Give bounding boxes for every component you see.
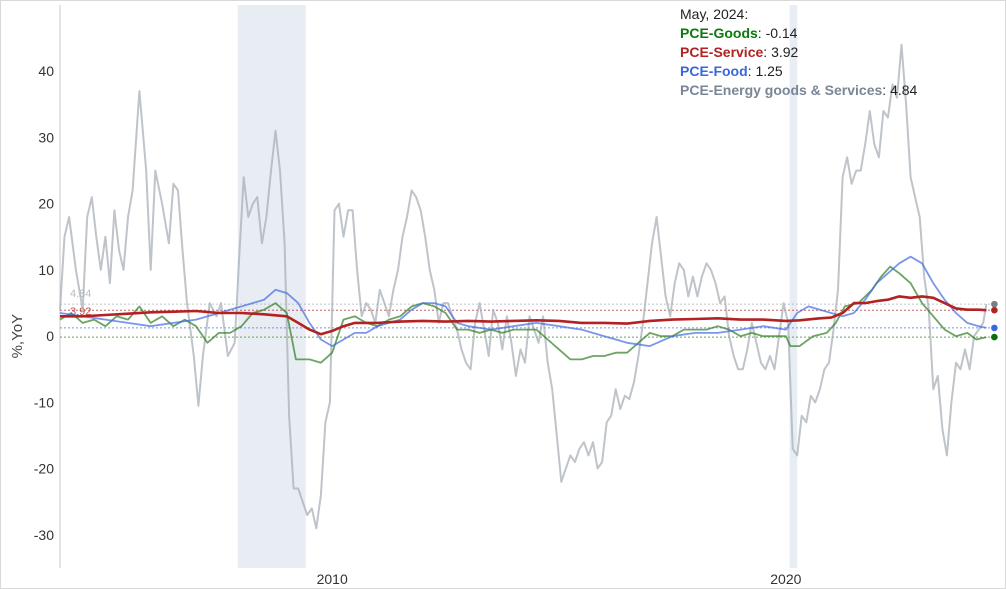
y-tick-label: -30 [34,527,54,543]
recession-band-0 [237,5,306,568]
legend-row-service: PCE-Service: 3.92 [680,44,799,60]
legend-row-food: PCE-Food: 1.25 [680,63,783,79]
series-line-2 [59,255,987,347]
series-line-1 [60,295,987,336]
legend-value-food: 1.25 [755,63,783,79]
x-tick-label: 2010 [317,571,348,587]
legend-value-energy: 4.84 [890,82,918,98]
y-tick-label: 10 [38,262,54,278]
legend-row-energy: PCE-Energy goods & Services: 4.84 [680,82,918,98]
y-tick-label: -20 [34,461,54,477]
end-point-dot-2 [991,324,998,332]
y-axis-label: %,YoY [9,314,26,358]
end-point-dot-1 [991,306,998,314]
y-tick-label: 0 [46,328,54,344]
legend-name-energy: PCE-Energy goods & Services [680,82,883,98]
x-tick-label: 2020 [770,571,801,587]
series-line-0 [59,265,987,364]
chart-legend: May, 2024: PCE-Goods: -0.14 PCE-Service:… [680,5,917,100]
recession-band-1 [789,5,798,568]
legend-row-goods: PCE-Goods: -0.14 [680,25,798,41]
y-tick-label: 40 [38,63,54,79]
legend-date: May, 2024: [680,6,749,22]
legend-name-food: PCE-Food [680,63,748,79]
legend-name-goods: PCE-Goods [680,25,758,41]
y-tick-label: 30 [38,129,54,145]
legend-value-goods: -0.14 [765,25,798,41]
end-point-dot-3 [991,300,998,308]
y-tick-label: -10 [34,394,54,410]
legend-name-service: PCE-Service [680,44,764,60]
end-point-dot-0 [991,333,998,341]
legend-value-service: 3.92 [771,44,799,60]
y-tick-label: 20 [38,196,54,212]
series-line-3 [59,43,988,530]
